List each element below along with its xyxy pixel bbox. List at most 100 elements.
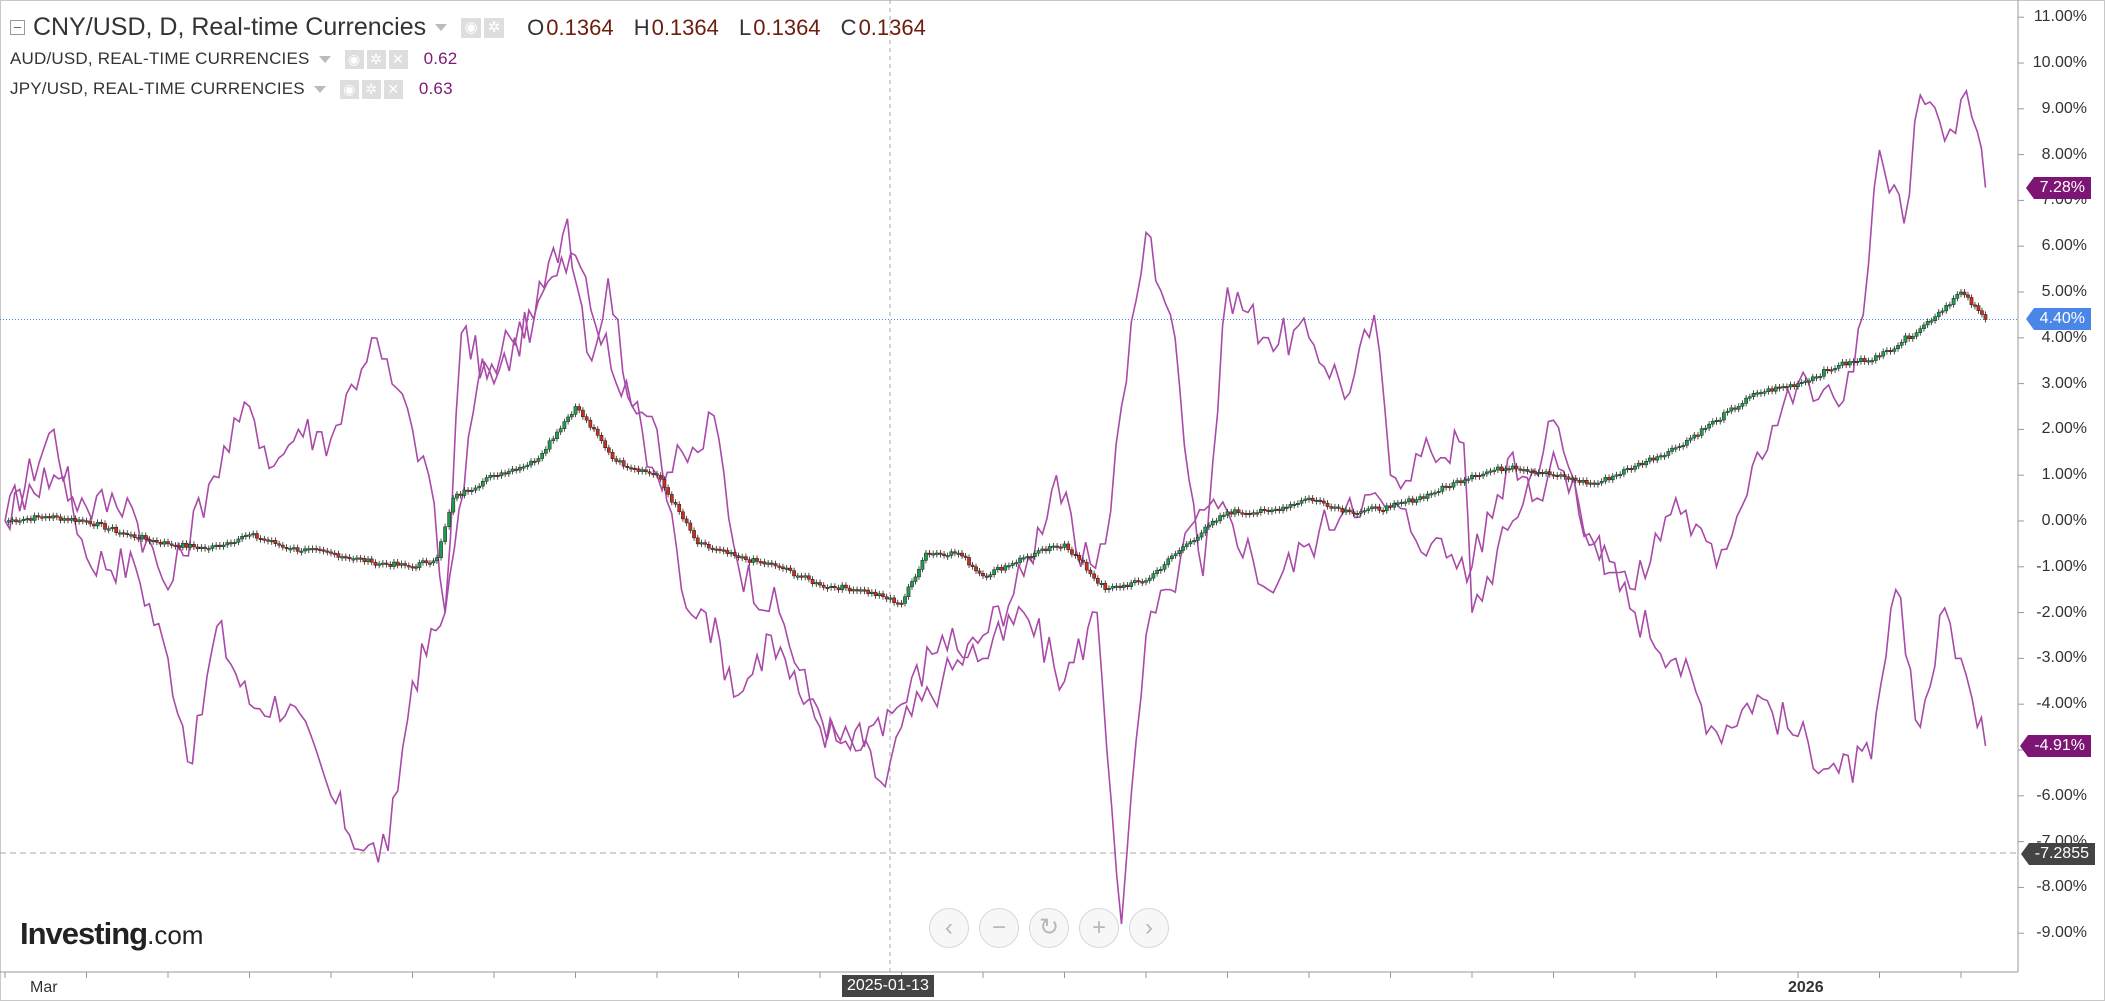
cny-candle <box>136 537 141 540</box>
cny-candle <box>1907 335 1911 340</box>
cny-candle <box>795 575 800 578</box>
cny-candle <box>1514 465 1519 470</box>
cny-candle <box>1844 361 1849 366</box>
cny-candle <box>1759 392 1763 395</box>
cny-candle <box>399 563 404 566</box>
cny-candle <box>32 515 37 521</box>
cny-candle <box>1707 423 1711 429</box>
cny-candle <box>439 541 443 558</box>
cny-candle <box>558 428 563 433</box>
close-icon[interactable]: ✕ <box>383 79 403 99</box>
cny-candle <box>310 548 315 551</box>
cny-candle <box>807 575 811 580</box>
cny-candle <box>329 551 333 554</box>
cny-candle <box>1007 565 1011 568</box>
chevron-down-icon[interactable] <box>435 24 448 31</box>
cny-candle <box>121 532 126 535</box>
chevron-down-icon[interactable] <box>318 55 331 63</box>
legend-jpy-title[interactable]: JPY/USD, REAL-TIME CURRENCIES <box>10 79 305 98</box>
cny-candle <box>1199 532 1204 538</box>
close-icon[interactable]: ✕ <box>388 49 408 69</box>
cny-candle <box>280 544 285 548</box>
eye-icon[interactable]: ◉ <box>461 17 482 38</box>
cny-candle <box>92 523 96 527</box>
eye-icon[interactable]: ◉ <box>344 49 364 69</box>
cny-candle <box>284 547 289 550</box>
aud-last-value-tag: -4.91% <box>2020 735 2091 757</box>
cny-candle <box>710 547 715 550</box>
gear-icon[interactable]: ✲ <box>484 17 505 38</box>
cny-candle <box>266 539 270 542</box>
cny-candle <box>173 544 178 547</box>
cny-candle <box>1980 310 1984 315</box>
cny-candle <box>521 466 526 469</box>
zoom-out-button[interactable]: − <box>979 908 1019 948</box>
cny-candle <box>892 597 896 603</box>
scroll-forward-button[interactable]: › <box>1129 908 1169 948</box>
cny-candle <box>1214 520 1219 523</box>
cny-candle <box>1018 557 1022 563</box>
cny-candle <box>1510 465 1515 470</box>
y-tick-label: -3.00% <box>2036 649 2087 667</box>
cny-candle <box>55 515 59 518</box>
cny-candle <box>644 469 648 473</box>
cny-candle <box>1818 376 1823 379</box>
legend-aud-title[interactable]: AUD/USD, REAL-TIME CURRENCIES <box>10 49 310 68</box>
cny-candle <box>1629 468 1634 471</box>
cny-candle <box>195 546 200 549</box>
legend-aud: AUD/USD, REAL-TIME CURRENCIES ◉ ✲ ✕ 0.62 <box>10 49 457 69</box>
cny-candle <box>469 489 474 492</box>
cny-candle <box>403 563 407 566</box>
legend-main-title[interactable]: CNY/USD, D, Real-time Currencies <box>33 13 427 41</box>
cny-candle <box>970 564 975 567</box>
cny-candle <box>243 534 248 537</box>
reset-chart-button[interactable]: ↻ <box>1029 908 1069 948</box>
collapse-icon[interactable] <box>10 20 25 35</box>
cny-candle <box>773 563 778 567</box>
cny-candle <box>877 593 882 597</box>
cny-candle <box>910 581 914 588</box>
cny-candle <box>840 584 845 591</box>
scroll-back-button[interactable]: ‹ <box>929 908 969 948</box>
cny-candle <box>1388 505 1393 508</box>
cny-candle <box>1307 497 1311 500</box>
cny-candle <box>1021 557 1026 560</box>
cny-candle <box>945 555 950 558</box>
cny-candle <box>895 602 900 605</box>
cny-candle <box>1384 505 1389 512</box>
cny-candle <box>1673 447 1678 450</box>
cny-candle <box>1822 369 1826 377</box>
cny-candle <box>180 542 185 548</box>
cny-candle <box>218 544 222 547</box>
cny-candle <box>1125 584 1130 587</box>
cny-candle <box>155 540 159 543</box>
cny-candle <box>1095 577 1100 584</box>
cny-candle <box>51 515 56 519</box>
zoom-in-button[interactable]: + <box>1079 908 1119 948</box>
cny-candle <box>573 406 578 415</box>
cny-candle <box>1370 506 1374 510</box>
cny-candle <box>1983 314 1988 320</box>
gear-icon[interactable]: ✲ <box>361 79 381 99</box>
cny-candle <box>995 567 1000 570</box>
cny-candle <box>1484 471 1489 475</box>
gear-icon[interactable]: ✲ <box>366 49 386 69</box>
eye-icon[interactable]: ◉ <box>339 79 359 99</box>
cny-candle <box>751 558 756 563</box>
chevron-down-icon[interactable] <box>313 85 326 93</box>
ohlc-close-key: C <box>840 14 857 40</box>
cny-candle <box>1666 451 1671 456</box>
cny-candle <box>1925 321 1930 326</box>
crosshair-date-tag: 2025-01-13 <box>842 975 934 997</box>
ohlc-low-key: L <box>739 14 752 40</box>
cny-candle <box>1044 548 1048 552</box>
cny-candle <box>547 440 552 450</box>
cny-candle <box>870 591 874 594</box>
cny-candle <box>866 589 871 594</box>
cny-candle <box>927 552 932 555</box>
cny-candle <box>1144 580 1148 583</box>
cny-candle <box>1544 471 1548 474</box>
cny-candle <box>647 471 652 474</box>
